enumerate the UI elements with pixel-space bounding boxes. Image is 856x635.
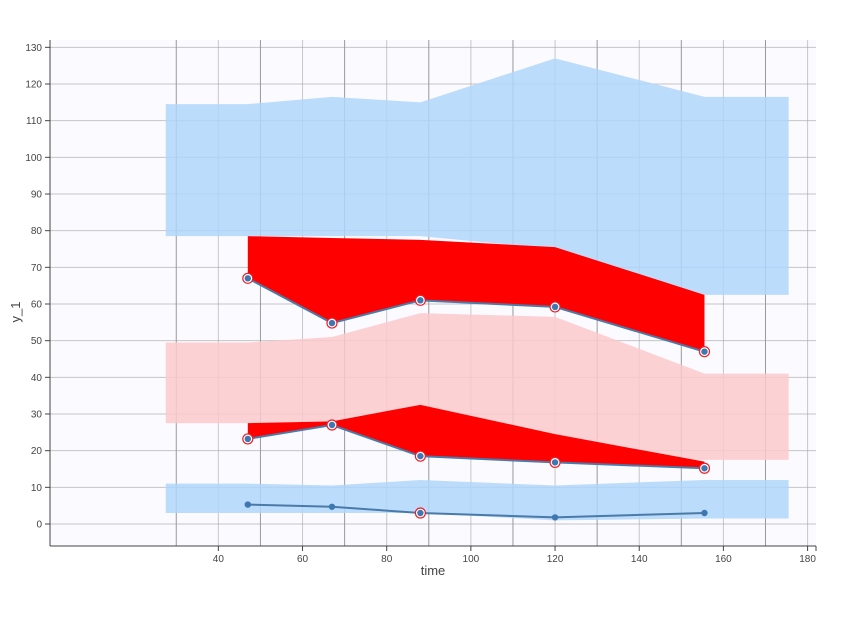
y-tick-label: 110: [26, 116, 42, 127]
data-point: [551, 514, 559, 521]
data-point: [417, 452, 424, 460]
prediction-bands: [165, 58, 789, 521]
data-point: [328, 319, 336, 327]
x-tick-label: 140: [631, 554, 648, 565]
tick-labels: 40 60 80 100 120 140 160 180 0 10 20 30 40 50 60 70 80 90…: [25, 43, 816, 565]
y-tick-label: 20: [31, 446, 43, 457]
data-point: [701, 465, 708, 472]
x-tick-label: 180: [799, 554, 816, 565]
data-point: [244, 275, 252, 282]
y-tick-label: 70: [31, 263, 43, 274]
data-point: [701, 509, 708, 517]
y-tick-label: 30: [31, 410, 43, 421]
red-area: [247, 236, 705, 352]
prediction-band: [165, 58, 789, 295]
data-point: [551, 459, 559, 466]
x-tick-label: 120: [547, 554, 564, 565]
x-tick-label: 160: [715, 554, 732, 565]
x-tick-label: 40: [213, 554, 225, 565]
y-tick-label: 0: [36, 520, 42, 531]
data-point: [417, 297, 424, 304]
y-tick-label: 10: [31, 483, 43, 494]
axes: [45, 40, 817, 551]
data-point: [417, 509, 424, 517]
y-tick-label: 120: [25, 80, 42, 91]
red-areas: [247, 236, 705, 469]
y-axis-title: y_1: [8, 302, 23, 323]
y-tick-label: 130: [25, 43, 42, 54]
data-point: [328, 503, 336, 510]
data-point: [551, 303, 559, 311]
data-point: [244, 435, 252, 443]
data-point: [328, 421, 336, 429]
x-tick-label: 60: [297, 554, 309, 565]
y-tick-label: 90: [31, 190, 43, 201]
y-tick-label: 60: [31, 300, 43, 311]
y-tick-label: 40: [31, 373, 43, 384]
prediction-band: [165, 313, 789, 460]
x-tick-label: 80: [381, 554, 393, 565]
y-tick-label: 80: [31, 226, 43, 237]
red-area: [247, 404, 705, 469]
x-axis-title: time: [421, 563, 446, 578]
data-point: [701, 348, 708, 355]
y-tick-label: 100: [25, 153, 42, 164]
y-tick-label: 50: [31, 336, 43, 347]
series-markers: [242, 272, 711, 521]
x-tick-label: 100: [463, 554, 480, 565]
prediction-band: [165, 480, 789, 521]
data-point: [244, 501, 252, 508]
